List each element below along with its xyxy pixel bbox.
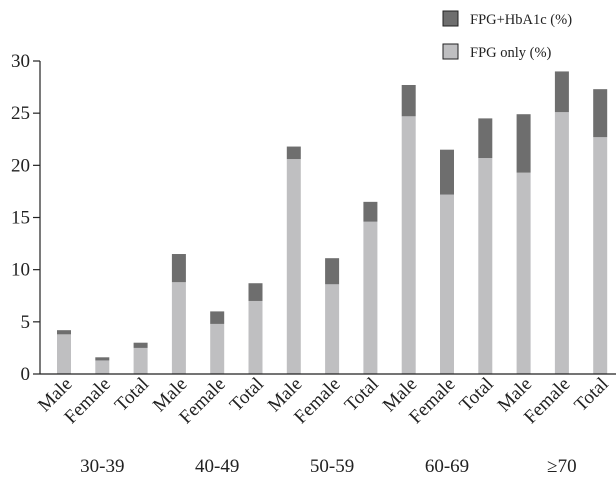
x-group-label: 30-39 bbox=[80, 456, 124, 477]
x-category-label: Total bbox=[570, 374, 612, 416]
y-tick-label: 0 bbox=[21, 364, 31, 385]
bar-segment-fpg-only bbox=[440, 194, 454, 374]
bar-segment-fpg-hba1c bbox=[95, 357, 110, 361]
bar-segment-fpg-hba1c bbox=[133, 342, 148, 348]
bar-segment-fpg-only bbox=[248, 300, 263, 374]
x-category-label: Total bbox=[456, 374, 498, 416]
bar-segment-fpg-hba1c bbox=[440, 149, 454, 195]
legend-label-fpg-hba1c: FPG+HbA1c (%) bbox=[470, 12, 572, 28]
y-tick-label: 30 bbox=[11, 51, 30, 72]
legend-swatch-fpg-hba1c bbox=[442, 10, 459, 27]
bar-segment-fpg-hba1c bbox=[171, 254, 186, 283]
bar-segment-fpg-only bbox=[516, 172, 531, 374]
x-group-label: 60-69 bbox=[425, 456, 469, 477]
legend-swatch-fpg-only bbox=[442, 43, 459, 60]
x-category-label: Total bbox=[341, 374, 383, 416]
bars bbox=[57, 71, 608, 375]
x-group-label: 50-59 bbox=[310, 456, 354, 477]
bar-segment-fpg-hba1c bbox=[554, 71, 569, 113]
bar-segment-fpg-hba1c bbox=[248, 283, 263, 301]
bar-segment-fpg-only bbox=[401, 116, 416, 375]
y-tick-label: 10 bbox=[11, 260, 30, 281]
legend-label-fpg-only: FPG only (%) bbox=[470, 45, 552, 61]
x-category-label: Total bbox=[226, 374, 268, 416]
bar-segment-fpg-only bbox=[593, 137, 608, 374]
bar-segment-fpg-hba1c bbox=[210, 311, 225, 324]
bar-segment-fpg-hba1c bbox=[516, 114, 531, 173]
y-tick-label: 25 bbox=[11, 103, 30, 124]
x-group-label: ≥70 bbox=[547, 456, 576, 477]
bar-segment-fpg-only bbox=[210, 323, 225, 374]
bar-segment-fpg-only bbox=[478, 158, 493, 374]
bar-segment-fpg-hba1c bbox=[401, 84, 416, 117]
bar-segment-fpg-only bbox=[286, 159, 301, 374]
x-category-label: Total bbox=[111, 374, 153, 416]
bar-segment-fpg-hba1c bbox=[363, 201, 378, 222]
y-tick-label: 5 bbox=[21, 312, 31, 333]
bar-segment-fpg-only bbox=[363, 221, 378, 374]
y-axis: 0 5 10 15 20 25 30 bbox=[11, 51, 41, 385]
y-tick-label: 15 bbox=[11, 208, 30, 229]
y-tick-label: 20 bbox=[11, 155, 30, 176]
bar-segment-fpg-hba1c bbox=[325, 258, 340, 285]
bar-segment-fpg-hba1c bbox=[593, 89, 608, 138]
bar-segment-fpg-only bbox=[325, 284, 340, 374]
bar-segment-fpg-hba1c bbox=[286, 146, 301, 160]
bar-segment-fpg-only bbox=[171, 282, 186, 374]
legend: FPG+HbA1c (%) FPG only (%) bbox=[442, 10, 572, 61]
bar-segment-fpg-only bbox=[57, 334, 71, 374]
bar-segment-fpg-only bbox=[95, 360, 110, 374]
bar-segment-fpg-hba1c bbox=[57, 330, 71, 335]
bar-segment-fpg-only bbox=[133, 347, 148, 374]
bar-segment-fpg-hba1c bbox=[478, 118, 493, 159]
bar-segment-fpg-only bbox=[554, 112, 569, 374]
x-axis: MaleFemaleTotalMaleFemaleTotalMaleFemale… bbox=[34, 373, 616, 477]
x-group-label: 40-49 bbox=[195, 456, 239, 477]
